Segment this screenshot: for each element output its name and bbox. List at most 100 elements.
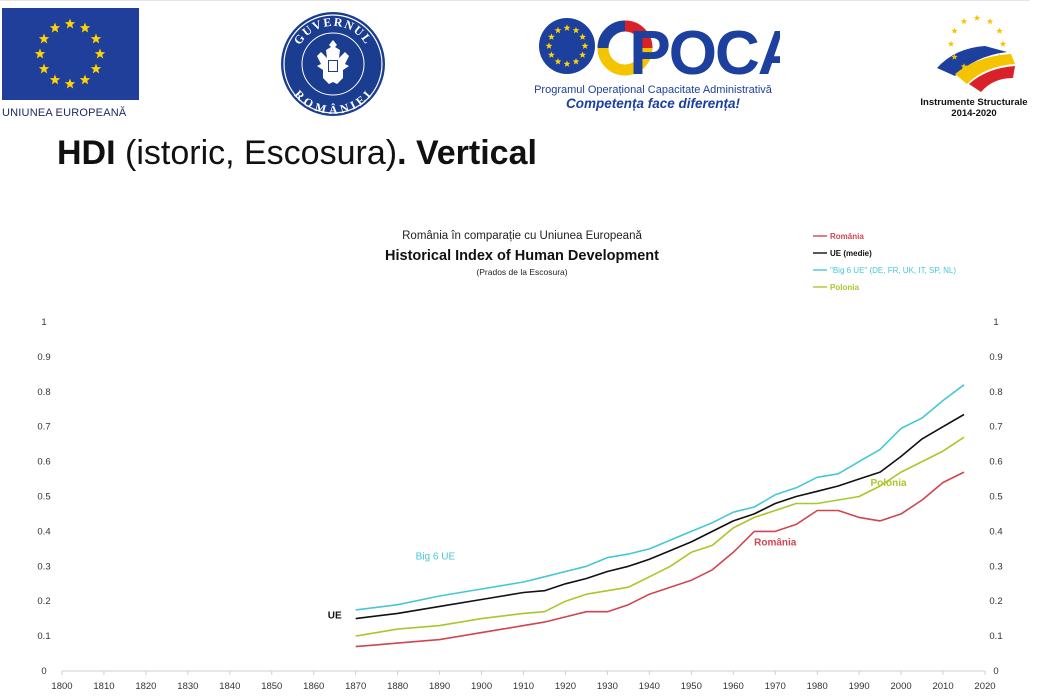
series-line-ue bbox=[355, 413, 965, 620]
y-tick-label-right: 0.9 bbox=[989, 352, 1002, 363]
x-tick-label: 1970 bbox=[765, 681, 786, 692]
x-tick-label: 1980 bbox=[807, 681, 828, 692]
star-icon bbox=[554, 26, 562, 34]
y-tick-label-right: 0.2 bbox=[989, 596, 1002, 607]
x-axis: 1800 1810 1820 1830 1840 1850 1860 1870 1880 1890… bbox=[51, 671, 996, 692]
eu-flag-logo bbox=[2, 8, 139, 100]
y-tick-label: 0.9 bbox=[37, 352, 50, 363]
annotation-romania: România bbox=[754, 537, 797, 548]
poca-logo-text: POCA bbox=[629, 19, 780, 88]
star-icon bbox=[90, 63, 102, 74]
x-tick-label: 1890 bbox=[429, 681, 450, 692]
y-tick-label: 0.3 bbox=[37, 561, 50, 572]
star-icon bbox=[951, 53, 958, 60]
title-part2: (istoric, Escosura) bbox=[115, 134, 398, 172]
y-tick-label: 0.2 bbox=[37, 596, 50, 607]
annotation-big6: Big 6 UE bbox=[416, 551, 456, 562]
y-tick-label-right: 0.3 bbox=[989, 561, 1002, 572]
y-tick-label: 0.8 bbox=[37, 387, 50, 398]
instrumente-structurale-icon bbox=[937, 14, 1015, 92]
chart-title: Historical Index of Human Development bbox=[385, 248, 659, 264]
title-part3: . Vertical bbox=[397, 134, 537, 172]
x-tick-label: 1930 bbox=[597, 681, 618, 692]
eu-label: UNIUNEA EUROPEANĂ bbox=[2, 107, 127, 119]
star-icon bbox=[49, 22, 61, 33]
star-icon bbox=[996, 53, 1003, 60]
x-tick-label: 1860 bbox=[303, 681, 324, 692]
star-icon bbox=[563, 60, 571, 67]
star-icon bbox=[64, 18, 76, 29]
series-line-polonia bbox=[355, 436, 965, 637]
star-icon bbox=[49, 74, 61, 85]
eagle-emblem-icon bbox=[317, 40, 349, 84]
y-tick-label: 0 bbox=[41, 666, 46, 677]
y-tick-label: 0.6 bbox=[37, 457, 50, 468]
x-tick-label: 1850 bbox=[261, 681, 282, 692]
government-seal-logo: GUVERNUL ROMÂNIEI bbox=[281, 12, 385, 117]
instrumente-structurale-label: Instrumente Structurale 2014-2020 bbox=[915, 97, 1033, 119]
hdi-line-chart: România în comparație cu Uniunea Europea… bbox=[37, 230, 1002, 692]
series-lines bbox=[355, 384, 965, 648]
star-icon bbox=[947, 40, 955, 47]
star-icon bbox=[581, 42, 589, 49]
star-icon bbox=[960, 63, 968, 70]
star-icon bbox=[79, 74, 91, 85]
x-tick-label: 1990 bbox=[849, 681, 870, 692]
star-icon bbox=[973, 14, 981, 21]
star-icon bbox=[34, 48, 46, 59]
page-title: HDI (istoric, Escosura). Vertical bbox=[57, 134, 537, 173]
star-icon bbox=[996, 27, 1003, 34]
poca-line2: Competența face diferența! bbox=[566, 96, 741, 111]
y-tick-label-right: 0.5 bbox=[989, 492, 1002, 503]
poca-ring-icon bbox=[597, 20, 653, 76]
x-tick-label: 1840 bbox=[219, 681, 240, 692]
star-icon bbox=[64, 78, 76, 89]
x-tick-label: 1830 bbox=[177, 681, 198, 692]
x-tick-label: 1900 bbox=[471, 681, 492, 692]
chart-subtitle: România în comparație cu Uniunea Europea… bbox=[402, 230, 642, 242]
annotation-polonia: Polonia bbox=[870, 478, 907, 489]
star-icon bbox=[579, 33, 587, 40]
star-icon bbox=[951, 27, 958, 34]
star-icon bbox=[572, 57, 580, 65]
header-top-line bbox=[0, 0, 1030, 1]
x-tick-label: 2020 bbox=[974, 681, 995, 692]
y-tick-label-right: 0.1 bbox=[989, 631, 1002, 642]
y-axis-left: 0 0.1 0.2 0.3 0.4 0.5 0.6 0.7 0.8 0.9 1 bbox=[37, 317, 50, 677]
y-tick-label: 0.1 bbox=[37, 631, 50, 642]
x-tick-label: 1920 bbox=[555, 681, 576, 692]
star-icon bbox=[563, 24, 571, 31]
star-icon bbox=[38, 63, 50, 74]
y-tick-label-right: 0.7 bbox=[989, 422, 1002, 433]
title-part1: HDI bbox=[57, 134, 116, 172]
star-icon bbox=[986, 63, 994, 70]
poca-eu-stars-icon bbox=[539, 18, 595, 74]
legend-label-romania: România bbox=[830, 232, 864, 241]
star-icon bbox=[572, 26, 580, 34]
poca-line1: Programul Operațional Capacitate Adminis… bbox=[534, 84, 773, 96]
instr-line1: Instrumente Structurale bbox=[920, 97, 1028, 108]
x-tick-label: 1910 bbox=[513, 681, 534, 692]
x-tick-label: 1950 bbox=[681, 681, 702, 692]
series-line-big6 bbox=[355, 384, 965, 611]
star-icon bbox=[94, 48, 106, 59]
y-tick-label: 1 bbox=[41, 317, 46, 328]
x-tick-label: 2000 bbox=[891, 681, 912, 692]
star-icon bbox=[38, 33, 50, 44]
x-tick-label: 1820 bbox=[135, 681, 156, 692]
star-icon bbox=[79, 22, 91, 33]
y-axis-right: 0 0.1 0.2 0.3 0.4 0.5 0.6 0.7 0.8 0.9 1 bbox=[989, 317, 1002, 677]
y-tick-label-right: 0.8 bbox=[989, 387, 1002, 398]
star-icon bbox=[547, 51, 555, 58]
y-tick-label-right: 0.6 bbox=[989, 457, 1002, 468]
y-tick-label-right: 0.4 bbox=[989, 526, 1002, 537]
x-tick-label: 2010 bbox=[932, 681, 953, 692]
star-icon bbox=[960, 18, 968, 25]
x-tick-label: 1800 bbox=[51, 681, 72, 692]
chart-source: (Prados de la Escosura) bbox=[476, 267, 567, 277]
legend-label-big6: "Big 6 UE" (DE, FR, UK, IT, SP, NL) bbox=[830, 266, 956, 275]
legend-label-ue: UE (medie) bbox=[830, 249, 872, 258]
x-tick-label: 1880 bbox=[387, 681, 408, 692]
star-icon bbox=[545, 42, 553, 49]
star-icon bbox=[547, 33, 555, 40]
